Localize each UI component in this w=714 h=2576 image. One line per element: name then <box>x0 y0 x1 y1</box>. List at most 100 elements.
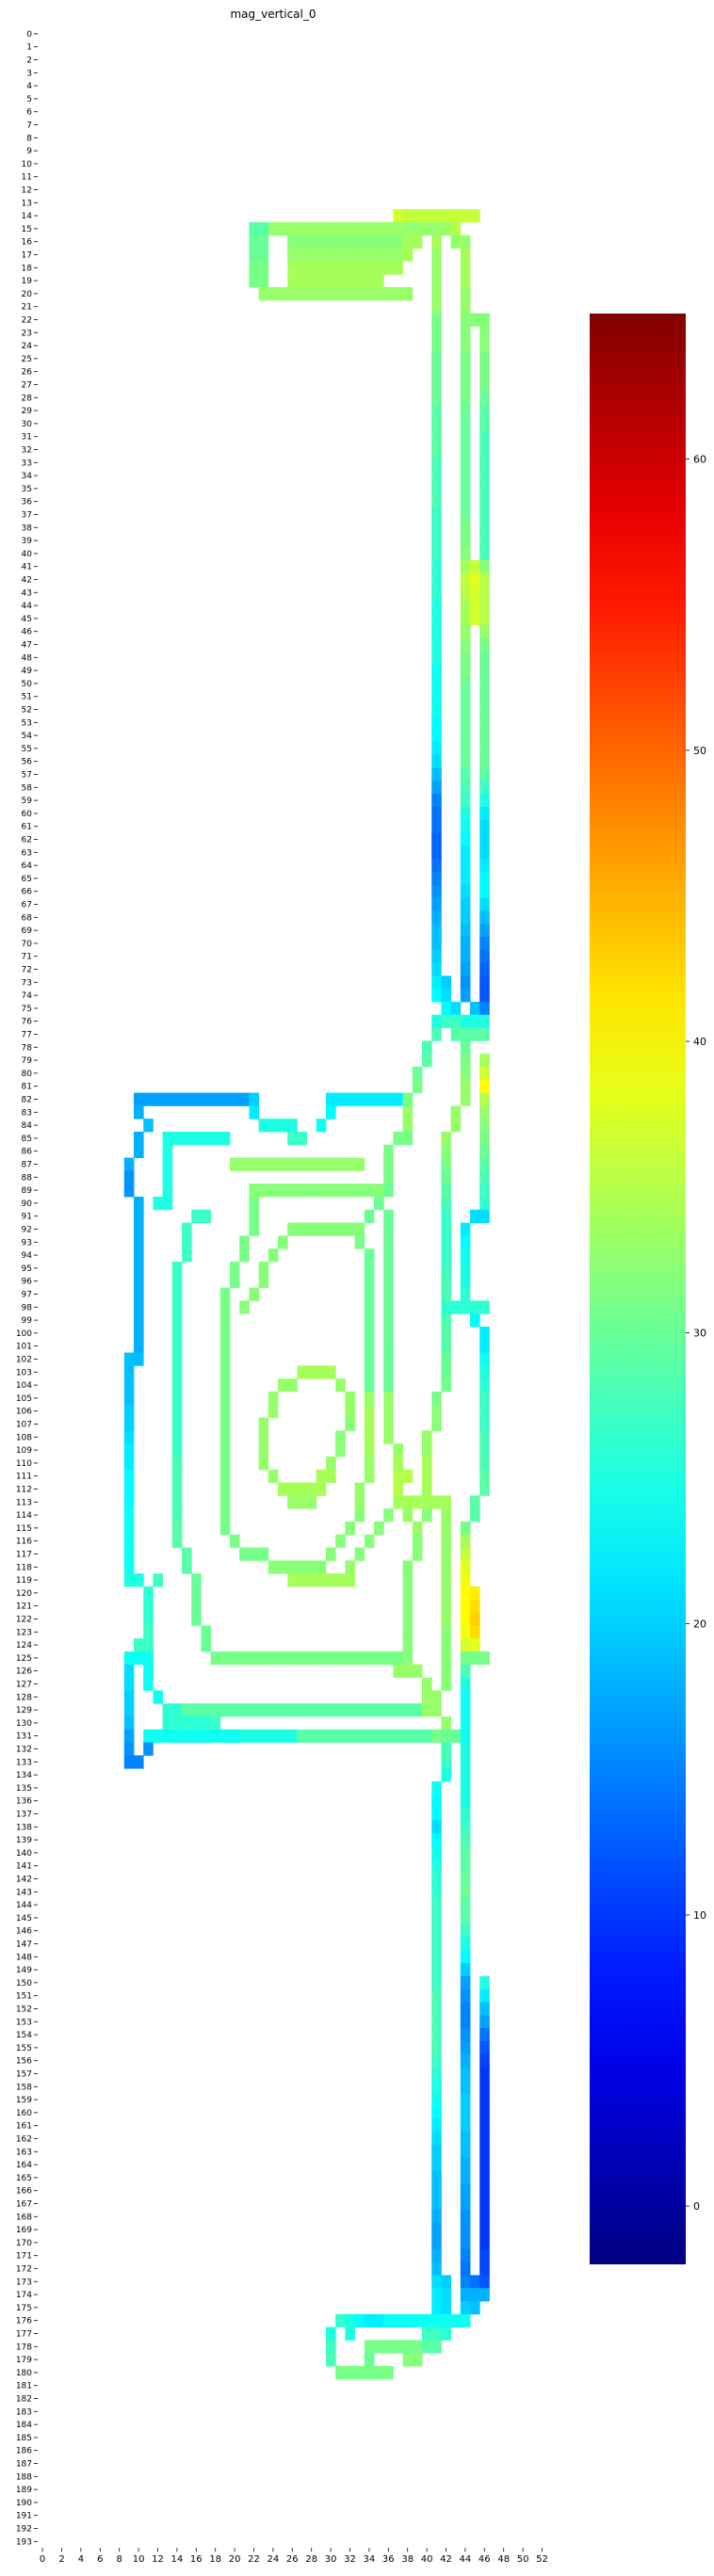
y-tick-label: 132 <box>16 1746 32 1755</box>
heatmap-cell <box>383 1392 394 1406</box>
heatmap-cell <box>460 248 471 262</box>
heatmap-cell <box>134 1638 144 1652</box>
heatmap-cell <box>460 677 471 691</box>
y-tick-label: 164 <box>16 2161 32 2170</box>
y-tick-label: 73 <box>22 978 32 988</box>
y-tick-label: 72 <box>22 966 32 975</box>
y-tick-label: 174 <box>16 2291 32 2300</box>
heatmap-cell <box>460 443 471 457</box>
heatmap-cell <box>450 1300 462 1314</box>
heatmap-cell <box>431 1014 442 1028</box>
heatmap-cell <box>171 1327 183 1341</box>
heatmap-cell <box>143 1612 154 1626</box>
heatmap-cell <box>345 2326 355 2341</box>
heatmap-cell <box>143 1599 154 1613</box>
heatmap-cell <box>479 1457 490 1471</box>
heatmap-cell <box>182 1248 192 1263</box>
heatmap-cell <box>479 2236 490 2250</box>
heatmap-cell <box>230 1651 240 1666</box>
y-tick-label: 160 <box>16 2109 32 2118</box>
heatmap-cell <box>470 1014 480 1028</box>
heatmap-cell <box>162 1170 173 1184</box>
heatmap-cell <box>431 1729 442 1743</box>
heatmap-cell <box>335 1573 346 1587</box>
heatmap-cell <box>402 1105 414 1119</box>
heatmap-cell <box>479 443 490 457</box>
heatmap-cell <box>431 1833 442 1847</box>
heatmap-cell <box>374 1729 384 1743</box>
heatmap-cell <box>470 1508 480 1522</box>
heatmap-cell <box>431 702 442 716</box>
heatmap-cell <box>364 1352 375 1366</box>
heatmap-cell <box>383 1327 394 1341</box>
heatmap-cell <box>383 1404 394 1418</box>
heatmap-cell <box>143 1651 154 1666</box>
heatmap-cell <box>431 2197 442 2211</box>
heatmap-cell <box>258 1547 269 1561</box>
heatmap-cell <box>402 1625 414 1639</box>
y-tick-label: 189 <box>16 2486 32 2495</box>
heatmap-cell <box>364 1417 375 1431</box>
y-tick-label: 100 <box>16 1329 32 1339</box>
heatmap-cell <box>219 1417 231 1431</box>
y-tick-label: 126 <box>16 1667 32 1677</box>
heatmap-cell <box>431 819 442 833</box>
heatmap-cell <box>268 1392 279 1406</box>
heatmap-cell <box>171 1495 183 1509</box>
heatmap-cell <box>249 274 259 288</box>
y-tick-label: 193 <box>16 2537 32 2547</box>
heatmap-cell <box>441 1573 451 1587</box>
heatmap-cell <box>123 1469 135 1483</box>
heatmap-cell <box>460 429 471 443</box>
heatmap-cell <box>460 1248 471 1263</box>
heatmap-cell <box>326 261 336 275</box>
heatmap-cell <box>431 521 442 535</box>
heatmap-cell <box>479 1144 490 1158</box>
heatmap-cell <box>354 2366 365 2380</box>
heatmap-cell <box>460 2002 471 2016</box>
heatmap-cell <box>450 1105 462 1119</box>
heatmap-cell <box>383 1651 394 1666</box>
heatmap-cell <box>219 1378 231 1393</box>
y-tick-label: 37 <box>22 511 32 521</box>
heatmap-cell <box>393 1132 403 1146</box>
heatmap-cell <box>460 1937 471 1951</box>
heatmap-cell <box>479 702 490 716</box>
y-tick-label: 184 <box>16 2421 32 2430</box>
heatmap-cell <box>316 1222 327 1236</box>
heatmap-cell <box>316 1573 327 1587</box>
heatmap-cell <box>191 1612 202 1626</box>
heatmap-cell <box>249 1222 259 1236</box>
y-tick-label: 15 <box>22 225 32 234</box>
heatmap-cell <box>297 222 307 236</box>
heatmap-cell <box>249 248 259 262</box>
heatmap-cell <box>431 884 442 898</box>
heatmap-cell <box>479 1132 490 1146</box>
heatmap-cell <box>230 1262 240 1276</box>
heatmap-cell <box>326 2340 336 2354</box>
heatmap-cell <box>431 1820 442 1834</box>
heatmap-cell <box>441 1664 451 1678</box>
heatmap-cell <box>460 716 471 730</box>
y-tick-label: 167 <box>16 2200 32 2210</box>
y-tick-label: 122 <box>16 1616 32 1625</box>
y-tick-label: 159 <box>16 2096 32 2105</box>
heatmap-cell <box>470 1625 480 1639</box>
heatmap-cell <box>219 1729 231 1743</box>
heatmap-cell <box>460 2158 471 2172</box>
heatmap-cell <box>431 364 442 378</box>
heatmap-cell <box>460 1794 471 1808</box>
heatmap-cell <box>431 1690 442 1704</box>
heatmap-cell <box>460 2262 471 2276</box>
heatmap-cell <box>402 222 414 236</box>
heatmap-cell <box>460 781 471 795</box>
heatmap-cell <box>171 1469 183 1483</box>
heatmap-cell <box>201 1092 211 1106</box>
heatmap-cell <box>268 1404 279 1418</box>
heatmap-cell <box>441 1534 451 1548</box>
heatmap-cell <box>412 1703 423 1717</box>
heatmap-cell <box>441 1157 451 1171</box>
heatmap-cell <box>239 1092 250 1106</box>
y-tick-label: 0 <box>26 30 32 40</box>
heatmap-cell <box>441 1274 451 1288</box>
